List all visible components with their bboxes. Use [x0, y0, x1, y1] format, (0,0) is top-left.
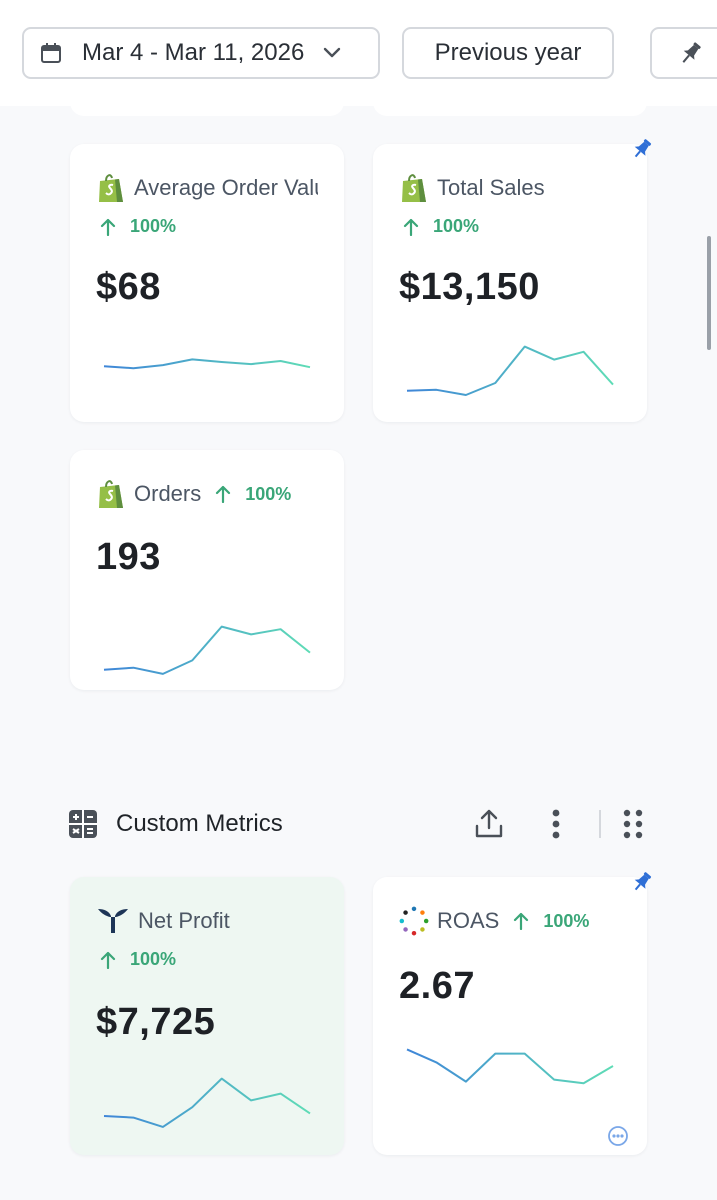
sparkline [103, 625, 311, 675]
triple-whale-icon [98, 909, 128, 933]
more-vertical-icon[interactable] [546, 808, 566, 840]
metric-card-roas[interactable]: ROAS 100% 2.67 [373, 877, 647, 1155]
chevron-down-icon [324, 47, 341, 58]
metric-card-net-profit[interactable]: Net Profit 100% $7,725 [70, 877, 344, 1155]
compare-previous-year-button[interactable]: Previous year [402, 27, 614, 79]
compare-label: Previous year [434, 39, 582, 66]
change-indicator: 100% [513, 911, 589, 932]
arrow-up-icon [514, 912, 529, 930]
sparkline-path [103, 625, 311, 675]
metric-card-orders[interactable]: Orders 100% 193 [70, 450, 344, 690]
sparkline-path [406, 345, 614, 396]
metric-value: $7,725 [96, 1001, 216, 1043]
more-options-icon[interactable] [607, 1125, 629, 1147]
arrow-up-icon [100, 218, 116, 236]
divider [599, 810, 601, 838]
multi-channel-icon [399, 906, 429, 936]
sparkline [406, 345, 614, 396]
sparkline-path [103, 1077, 311, 1128]
change-indicator: 100% [100, 949, 176, 970]
metric-value: $13,150 [399, 266, 540, 308]
shopify-icon [99, 174, 123, 202]
card-title: Net Profit [138, 908, 230, 933]
custom-metrics-header: Custom Metrics [68, 806, 648, 842]
card-above-right [373, 96, 647, 116]
scrollbar-thumb[interactable] [707, 236, 711, 350]
section-title: Custom Metrics [116, 810, 283, 837]
change-indicator: 100% [100, 216, 176, 237]
sparkline-path [406, 1048, 614, 1085]
metric-value: $68 [96, 266, 161, 308]
date-range-label: Mar 4 - Mar 11, 2026 [82, 39, 305, 66]
change-indicator: 100% [403, 216, 479, 237]
share-icon[interactable] [474, 808, 504, 840]
arrow-up-icon [216, 485, 231, 503]
sparkline [103, 358, 311, 370]
date-range-picker[interactable]: Mar 4 - Mar 11, 2026 [22, 27, 380, 79]
arrow-up-icon [100, 951, 116, 969]
top-toolbar: Mar 4 - Mar 11, 2026 Previous year [0, 0, 717, 106]
metric-value: 2.67 [399, 965, 475, 1007]
card-title: Total Sales [437, 175, 545, 200]
metric-card-aov[interactable]: Average Order Value 100% $68 [70, 144, 344, 422]
sparkline [103, 1077, 311, 1128]
shopify-icon [99, 480, 123, 508]
pin-button[interactable] [650, 27, 717, 79]
arrow-up-icon [403, 218, 419, 236]
sparkline-path [103, 358, 311, 370]
change-indicator: 100% [215, 484, 291, 505]
pinned-icon[interactable] [631, 138, 653, 160]
card-title: ROAS [437, 908, 500, 933]
drag-handle-icon[interactable] [621, 808, 645, 840]
card-title: Orders [134, 481, 202, 506]
calculator-icon [69, 810, 97, 838]
sparkline [406, 1048, 614, 1085]
metric-card-total-sales[interactable]: Total Sales 100% $13,150 [373, 144, 647, 422]
pin-icon [682, 42, 701, 63]
metric-value: 193 [96, 536, 161, 578]
pinned-icon[interactable] [631, 871, 653, 893]
calendar-icon [41, 43, 61, 63]
card-above-left [70, 96, 344, 116]
shopify-icon [402, 174, 426, 202]
card-title: Average Order Value [134, 175, 318, 200]
